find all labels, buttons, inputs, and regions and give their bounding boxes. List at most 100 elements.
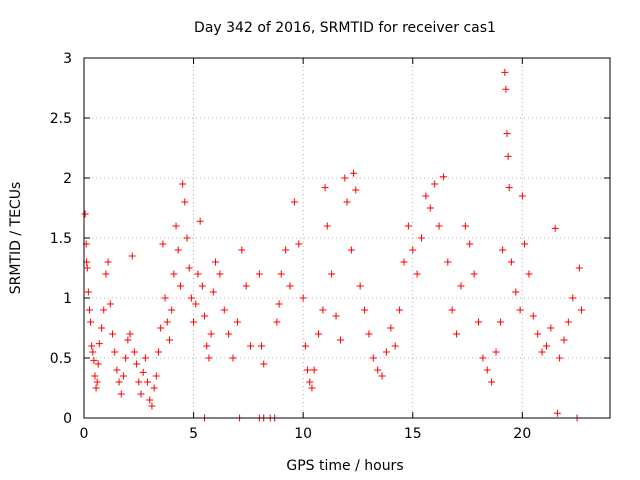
- x-tick-label: 20: [513, 426, 531, 442]
- data-point: [564, 318, 572, 326]
- x-tick-label: 5: [189, 426, 198, 442]
- data-point: [168, 306, 176, 314]
- data-point: [92, 384, 100, 392]
- data-point: [499, 246, 507, 254]
- data-point: [133, 360, 141, 368]
- data-point: [529, 312, 537, 320]
- data-point: [538, 348, 546, 356]
- data-point: [255, 270, 263, 278]
- data-point: [418, 234, 426, 242]
- data-point: [504, 152, 512, 160]
- data-point: [525, 270, 533, 278]
- data-point: [277, 270, 285, 278]
- data-point: [108, 330, 116, 338]
- data-point: [260, 360, 268, 368]
- data-point: [321, 184, 329, 192]
- plot-frame: [83, 57, 611, 419]
- data-point: [176, 282, 184, 290]
- data-point: [152, 372, 160, 380]
- data-point: [361, 306, 369, 314]
- data-point: [457, 282, 465, 290]
- data-point: [229, 354, 237, 362]
- data-point: [453, 330, 461, 338]
- data-point: [488, 378, 496, 386]
- data-point: [556, 354, 564, 362]
- data-point: [113, 366, 121, 374]
- y-tick-label: 2.5: [50, 111, 72, 127]
- data-point: [139, 368, 147, 376]
- data-point: [91, 372, 99, 380]
- data-point: [258, 342, 266, 350]
- data-point: [507, 258, 515, 266]
- data-point: [308, 384, 316, 392]
- data-point: [159, 240, 167, 248]
- data-point: [365, 330, 373, 338]
- data-point: [88, 342, 96, 350]
- data-point: [104, 258, 112, 266]
- data-point: [382, 348, 390, 356]
- data-point: [332, 312, 340, 320]
- data-point: [315, 330, 323, 338]
- data-point: [534, 330, 542, 338]
- data-point: [578, 306, 586, 314]
- y-tick-label: 3: [63, 51, 72, 67]
- data-point: [83, 264, 91, 272]
- data-point: [238, 246, 246, 254]
- y-tick-label: 1.5: [50, 231, 72, 247]
- data-point: [161, 294, 169, 302]
- axes: 0 5 10 15 20 0 0.5 1 1.5 2 2.5 3: [50, 51, 610, 442]
- data-point: [89, 348, 97, 356]
- data-point: [117, 390, 125, 398]
- data-point: [144, 378, 152, 386]
- data-point: [84, 288, 92, 296]
- data-point: [172, 222, 180, 230]
- data-point: [542, 342, 550, 350]
- data-point: [212, 258, 219, 266]
- data-point: [512, 288, 520, 296]
- data-point: [233, 318, 241, 326]
- data-point: [87, 318, 95, 326]
- data-point: [275, 300, 283, 308]
- data-point: [575, 264, 583, 272]
- data-point: [352, 186, 360, 194]
- data-point: [242, 282, 250, 290]
- data-point: [505, 184, 513, 192]
- data-point: [286, 282, 294, 290]
- data-point: [341, 174, 349, 182]
- data-point: [126, 330, 134, 338]
- data-point: [347, 246, 355, 254]
- data-point: [301, 342, 309, 350]
- data-point: [439, 173, 447, 181]
- data-point: [90, 356, 98, 364]
- data-point: [98, 324, 106, 332]
- y-tick-label: 2: [63, 171, 72, 187]
- x-axis-label: GPS time / hours: [286, 458, 403, 474]
- grid-lines: [84, 58, 610, 418]
- data-point: [521, 240, 529, 248]
- data-point: [306, 378, 314, 386]
- data-point: [431, 180, 439, 188]
- data-point: [553, 409, 561, 417]
- data-point: [190, 318, 198, 326]
- chart-title: Day 342 of 2016, SRMTID for receiver cas…: [194, 20, 496, 36]
- data-point: [328, 270, 336, 278]
- y-tick-label: 1: [63, 291, 72, 307]
- data-point: [216, 270, 224, 278]
- data-point: [174, 246, 182, 254]
- data-point: [518, 192, 526, 200]
- data-point: [444, 258, 452, 266]
- data-point: [135, 378, 143, 386]
- data-point: [209, 288, 217, 296]
- data-point: [502, 85, 510, 93]
- data-point: [196, 217, 204, 225]
- data-point: [163, 318, 171, 326]
- data-point: [426, 204, 434, 212]
- data-point: [115, 378, 123, 386]
- data-point: [569, 294, 577, 302]
- data-points: [81, 68, 586, 422]
- data-point: [350, 169, 358, 177]
- data-point: [343, 198, 351, 206]
- data-point: [148, 402, 156, 410]
- data-point: [106, 300, 114, 308]
